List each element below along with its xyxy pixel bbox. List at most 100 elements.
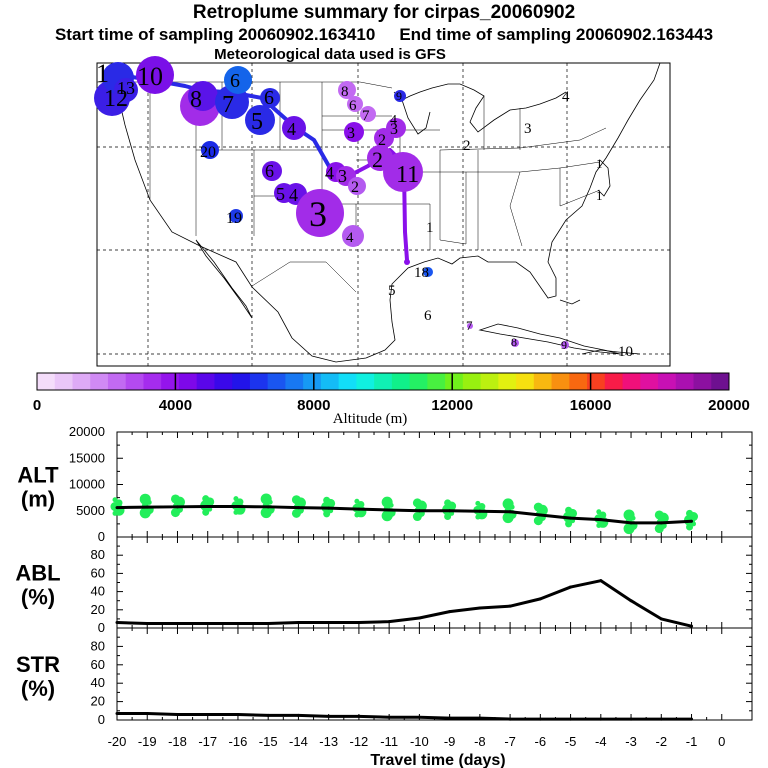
colorbar-swatch bbox=[711, 373, 730, 390]
series-point bbox=[206, 505, 210, 509]
panel-ylabel-unit: (%) bbox=[21, 676, 55, 701]
series-point bbox=[478, 606, 482, 610]
plume-bubble bbox=[245, 105, 275, 135]
scatter-point bbox=[233, 496, 239, 502]
x-tick-label: -14 bbox=[289, 734, 308, 749]
x-tick-label: -18 bbox=[168, 734, 187, 749]
colorbar-tick-label: 4000 bbox=[159, 397, 192, 414]
y-tick-label: 20000 bbox=[69, 424, 105, 439]
series-point bbox=[508, 510, 512, 514]
colorbar-swatch bbox=[107, 373, 127, 390]
x-tick-label: -12 bbox=[350, 734, 369, 749]
series-point bbox=[175, 505, 179, 509]
colorbar-swatch bbox=[161, 373, 180, 390]
time-series-panels: 05000100001500020000ALT(m)020406080ABL(%… bbox=[15, 424, 753, 768]
track-label: 5 bbox=[388, 283, 396, 299]
series-point bbox=[478, 509, 482, 513]
colorbar-swatch bbox=[604, 373, 624, 390]
colorbar-swatch bbox=[214, 373, 233, 390]
series-point bbox=[508, 717, 512, 721]
colorbar-swatch bbox=[320, 373, 340, 390]
panel-str: 0 20 40 60 80 STR(%) bbox=[16, 627, 753, 727]
x-tick-label: -20 bbox=[108, 734, 127, 749]
x-tick-label: -5 bbox=[565, 734, 577, 749]
scatter-point bbox=[654, 510, 664, 520]
track-label: 5 bbox=[276, 184, 285, 204]
series-point bbox=[659, 521, 663, 525]
scatter-point bbox=[323, 496, 331, 504]
x-tick-label: -13 bbox=[319, 734, 338, 749]
y-tick-label: 20 bbox=[91, 694, 105, 709]
series-point bbox=[296, 621, 300, 625]
x-tick-label: -2 bbox=[656, 734, 668, 749]
x-tick-label: -7 bbox=[504, 734, 516, 749]
series-point bbox=[417, 509, 421, 513]
series-line bbox=[116, 505, 692, 525]
plume-bubble bbox=[296, 189, 344, 237]
series-point bbox=[448, 716, 452, 720]
track-label: 7 bbox=[362, 108, 370, 124]
colorbar-tick-label: 8000 bbox=[297, 397, 330, 414]
track-label: 10 bbox=[137, 62, 163, 91]
track-label: 6 bbox=[230, 70, 240, 92]
track-label: 6 bbox=[264, 87, 274, 109]
scatter-point bbox=[357, 500, 365, 508]
plume-bubbles bbox=[94, 56, 569, 349]
track-label: 7 bbox=[466, 318, 473, 333]
track-label: 3 bbox=[338, 166, 347, 186]
x-tick-label: -9 bbox=[444, 734, 456, 749]
panel-ylabel-unit: (m) bbox=[21, 487, 55, 512]
series-point bbox=[659, 717, 663, 721]
series-point bbox=[327, 506, 331, 510]
scatter-point bbox=[236, 498, 244, 506]
track-label: 3 bbox=[347, 125, 355, 142]
series-point bbox=[569, 717, 573, 721]
y-tick-label: 15000 bbox=[69, 450, 105, 465]
series-point bbox=[115, 506, 119, 510]
panel-alt: 0 5000 10000 15000 20000 ALT(m) bbox=[17, 424, 753, 544]
start-time-label: Start time of sampling 20060902.163410 bbox=[54, 25, 376, 44]
track-label: 4 bbox=[289, 185, 298, 205]
colorbar-swatch bbox=[125, 373, 144, 390]
y-tick-label: 40 bbox=[91, 584, 105, 599]
colorbar-swatch bbox=[303, 373, 322, 390]
track-label: 1 bbox=[596, 156, 603, 171]
plume-bubble bbox=[201, 141, 219, 159]
colorbar-swatch bbox=[622, 373, 641, 390]
plume-bubble bbox=[342, 225, 364, 247]
colorbar-swatch bbox=[551, 373, 570, 390]
x-tick-label: -16 bbox=[229, 734, 248, 749]
series-point bbox=[387, 620, 391, 624]
plume-bubble bbox=[188, 81, 218, 111]
scatter-point bbox=[112, 497, 118, 503]
series-point bbox=[538, 717, 542, 721]
track-label: 3 bbox=[524, 121, 532, 137]
track-label: 6 bbox=[265, 161, 274, 181]
track-label: 2 bbox=[463, 138, 471, 154]
scatter-point bbox=[686, 509, 694, 517]
series-point bbox=[115, 712, 119, 716]
y-tick-label: 80 bbox=[91, 547, 105, 562]
panel-ylabel-unit: (%) bbox=[21, 585, 55, 610]
colorbar-swatch bbox=[143, 373, 162, 390]
track-label: 4 bbox=[562, 89, 570, 105]
scatter-point bbox=[412, 498, 422, 508]
altitude-scatter bbox=[110, 493, 699, 535]
altitude-colorbar: 0 4000 8000 12000 16000 20000 Altitude (m) bbox=[33, 372, 750, 427]
track-label: 19 bbox=[226, 210, 242, 227]
colorbar-swatch bbox=[356, 373, 375, 390]
scatter-point bbox=[139, 493, 151, 505]
x-tick-label: -1 bbox=[686, 734, 698, 749]
track-day-labels: 1 12 13 10 8 7 6 6 5 4 20 6 5 4 3 19 4 4… bbox=[96, 59, 633, 360]
colorbar-swatch bbox=[658, 373, 677, 390]
series-point bbox=[145, 712, 149, 716]
series-point bbox=[296, 506, 300, 510]
series-point bbox=[206, 621, 210, 625]
colorbar-swatch bbox=[54, 373, 73, 390]
colorbar-swatch bbox=[374, 373, 393, 390]
x-axis: -20 -19 -18 -17 -16 -15 -14 -13 -12 -11 -10 -9 -8 -7-… bbox=[108, 734, 726, 768]
plume-bubble bbox=[561, 341, 569, 349]
series-point bbox=[357, 714, 361, 718]
track-label: 8 bbox=[190, 87, 202, 113]
series-point bbox=[206, 712, 210, 716]
